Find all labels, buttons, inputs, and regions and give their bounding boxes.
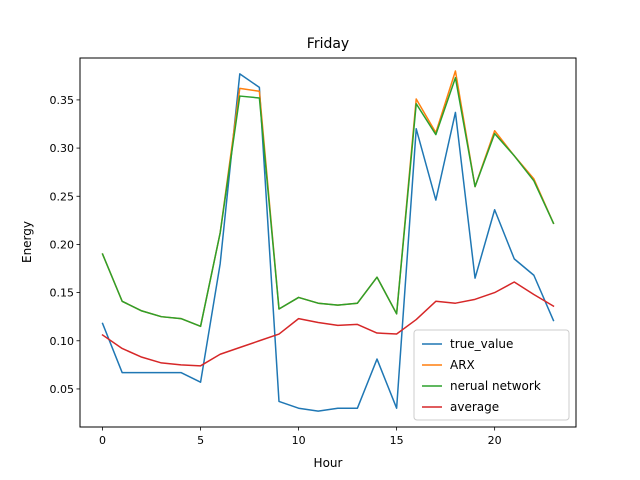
y-tick-label: 0.25 <box>50 190 75 203</box>
x-axis-label: Hour <box>314 456 343 470</box>
legend-label: nerual network <box>450 379 541 393</box>
legend: true_value ARX nerual network average <box>413 329 570 421</box>
x-tick-label: 0 <box>99 434 106 447</box>
plot-area <box>101 70 555 412</box>
y-tick-label: 0.35 <box>50 94 75 107</box>
legend-box <box>413 329 570 421</box>
y-tick-label: 0.15 <box>50 287 75 300</box>
x-tick-label: 15 <box>390 434 404 447</box>
x-tick-label: 20 <box>488 434 502 447</box>
legend-label: true_value <box>450 337 513 351</box>
y-tick-label: 0.10 <box>50 335 75 348</box>
axes-frame <box>79 57 577 428</box>
legend-label: average <box>450 400 499 414</box>
series-line-0 <box>101 73 555 412</box>
axis-ticks: 0 5 10 15 20 0.05 0.10 0.15 0.20 0.25 0.30 0.35 <box>50 94 502 447</box>
series-line-2 <box>101 77 555 328</box>
y-axis-label: Energy <box>20 221 34 263</box>
y-tick-label: 0.20 <box>50 238 75 251</box>
y-tick-label: 0.30 <box>50 142 75 155</box>
chart-title: Friday <box>307 36 349 52</box>
x-tick-label: 10 <box>292 434 306 447</box>
legend-label: ARX <box>450 358 475 372</box>
y-tick-label: 0.05 <box>50 383 75 396</box>
x-tick-label: 5 <box>197 434 204 447</box>
series-line-3 <box>101 281 555 367</box>
